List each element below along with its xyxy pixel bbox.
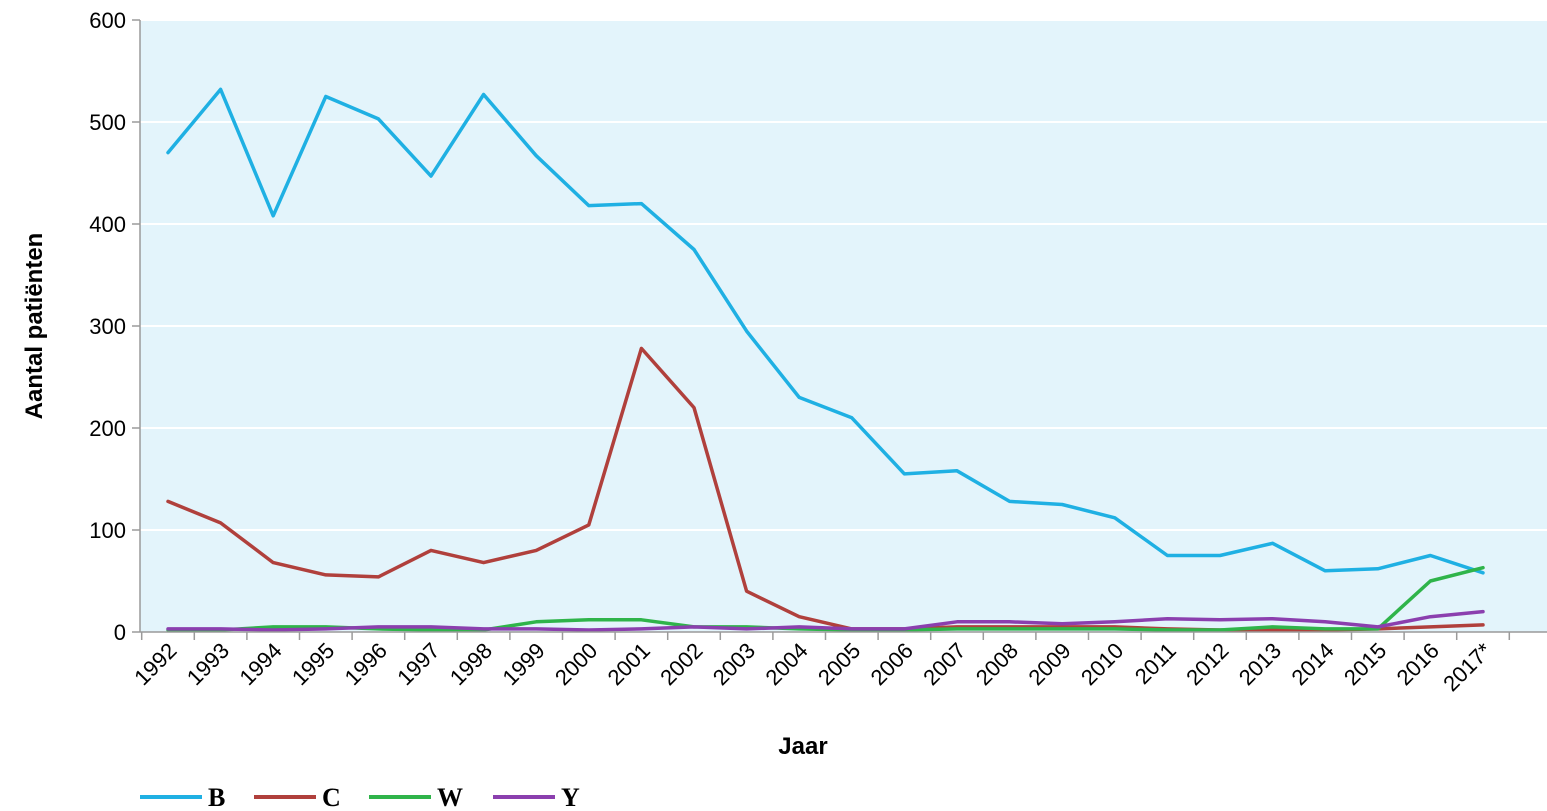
x-tick-label: 2004 <box>760 638 812 690</box>
series-line-y <box>166 609 1485 632</box>
x-tick-label: 2007 <box>918 638 970 690</box>
y-tick-labels: 0 100 200 300 400 500 600 <box>89 8 126 645</box>
y-tick-label: 300 <box>89 314 126 339</box>
x-tick-label: 2006 <box>866 638 918 690</box>
y-tick-label: 100 <box>89 518 126 543</box>
gridlines <box>140 19 1547 531</box>
series-line-b <box>166 87 1485 575</box>
x-tick-label: 2008 <box>971 638 1023 690</box>
x-tick-label: 2016 <box>1392 638 1444 690</box>
x-tick-label: 2011 <box>1130 638 1181 689</box>
series-line-c <box>166 346 1485 632</box>
y-tick-label: 500 <box>89 110 126 135</box>
x-tick-label: 1998 <box>445 638 497 690</box>
x-tick-label: 2017* <box>1438 638 1497 697</box>
x-tick-label: 2001 <box>603 638 655 690</box>
x-axis-title: Jaar <box>778 733 827 760</box>
x-tick-label: 2015 <box>1339 638 1391 690</box>
x-tick-label: 2010 <box>1076 638 1128 690</box>
axes <box>132 19 1547 640</box>
x-tick-label: 2009 <box>1023 638 1075 690</box>
x-tick-label: 1999 <box>497 638 549 690</box>
x-tick-label: 1995 <box>287 638 339 690</box>
y-tick-label: 0 <box>114 620 126 645</box>
x-tick-label: 1993 <box>182 638 234 690</box>
y-tick-label: 200 <box>89 416 126 441</box>
x-tick-label: 1994 <box>234 638 286 690</box>
x-tick-label: 2003 <box>708 638 760 690</box>
legend-label-y: Y <box>561 783 580 811</box>
x-tick-labels: 1992 1993 1994 1995 1996 1997 1998 1999 2000 2001… <box>129 638 1497 697</box>
x-tick-label: 2014 <box>1286 638 1338 690</box>
x-tick-label: 2005 <box>813 638 865 690</box>
y-tick-label: 400 <box>89 212 126 237</box>
legend-label-b: B <box>208 783 225 811</box>
x-tick-label: 2012 <box>1181 638 1233 690</box>
x-tick-label: 1996 <box>340 638 392 690</box>
y-tick-label: 600 <box>89 8 126 33</box>
x-tick-label: 1997 <box>392 638 444 690</box>
x-tick-label: 1992 <box>129 638 181 690</box>
x-tick-label: 2013 <box>1234 638 1286 690</box>
x-tick-label: 2000 <box>550 638 602 690</box>
legend-label-c: C <box>322 783 341 811</box>
series-lines <box>166 87 1485 632</box>
y-axis-title: Aantal patiënten <box>21 233 48 420</box>
legend-label-w: W <box>437 783 463 811</box>
x-tick-label: 2002 <box>655 638 707 690</box>
